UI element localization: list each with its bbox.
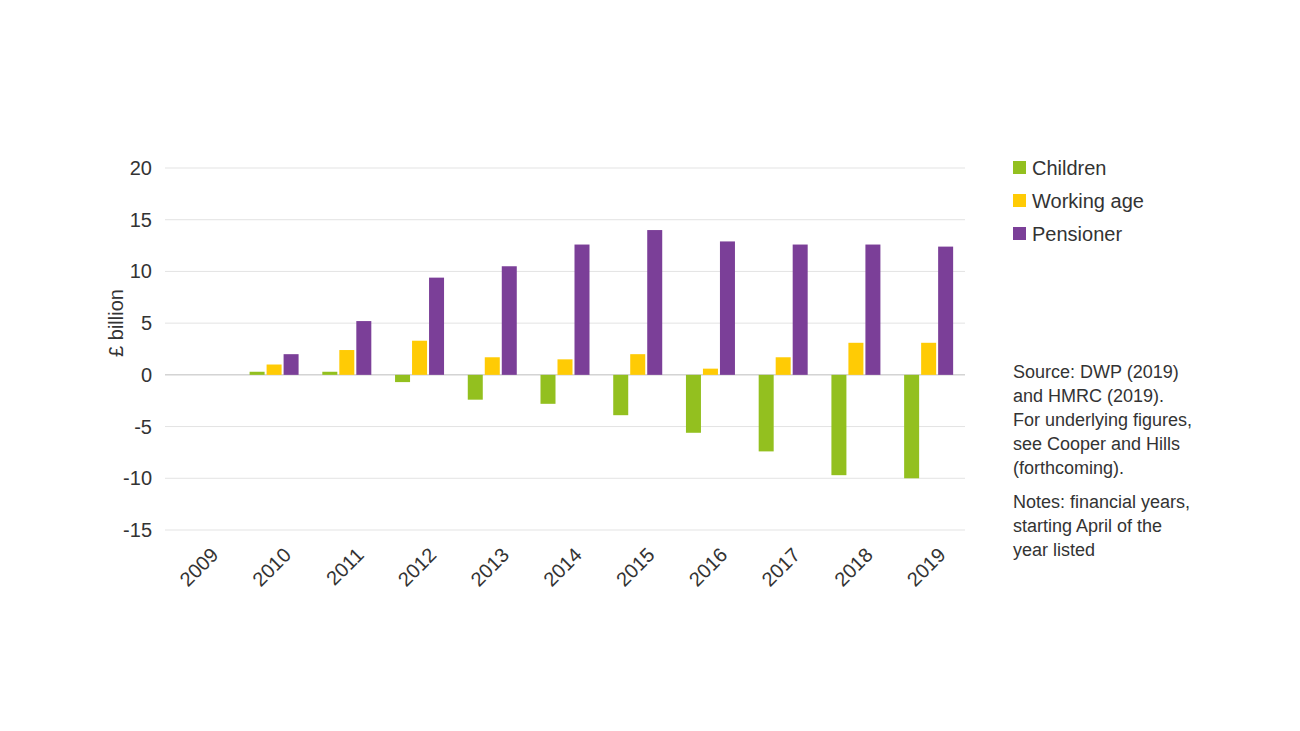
bar	[630, 354, 645, 375]
x-tick-label: 2015	[612, 543, 659, 590]
annotation: and HMRC (2019).	[1013, 386, 1164, 406]
x-tick-label: 2014	[539, 543, 586, 590]
annotation: year listed	[1013, 540, 1095, 560]
bar	[211, 374, 226, 375]
bar	[938, 247, 953, 375]
annotations: Source: DWP (2019) and HMRC (2019). For un…	[1013, 362, 1192, 560]
bar	[776, 357, 791, 375]
bar	[284, 354, 299, 375]
bar	[267, 365, 282, 375]
bar	[613, 375, 628, 415]
bar	[831, 375, 846, 475]
bar	[703, 369, 718, 375]
x-tick-label: 2019	[903, 543, 950, 590]
bar	[395, 375, 410, 382]
y-tick-label: 20	[130, 157, 152, 179]
x-tick-label: 2013	[466, 543, 513, 590]
grid: -15 -10 -5 0 5 10 15 20	[123, 157, 965, 541]
bar	[558, 359, 573, 375]
bar	[541, 375, 556, 404]
x-tick-label: 2012	[394, 543, 441, 590]
bar	[904, 375, 919, 478]
grid-line	[165, 530, 965, 531]
bar	[250, 372, 265, 375]
x-tick-label: 2011	[322, 543, 368, 589]
grid-line	[165, 271, 965, 272]
grid-line	[165, 219, 965, 220]
legend-label: Pensioner	[1032, 223, 1122, 245]
legend-swatch	[1013, 227, 1026, 240]
annotation: see Cooper and Hills	[1013, 434, 1180, 454]
legend-label: Working age	[1032, 190, 1144, 212]
bar	[468, 375, 483, 400]
x-tick-label: 2009	[175, 543, 222, 590]
legend-swatch	[1013, 194, 1026, 207]
y-tick-label: 5	[141, 312, 152, 334]
grid-line	[165, 168, 965, 169]
bar	[412, 341, 427, 375]
annotation: Source: DWP (2019)	[1013, 362, 1179, 382]
y-tick-label: -5	[134, 416, 152, 438]
bar	[575, 245, 590, 375]
annotation: For underlying figures,	[1013, 410, 1192, 430]
legend-swatch	[1013, 161, 1026, 174]
bar	[759, 375, 774, 452]
legend: Children Working age Pensioner	[1013, 157, 1144, 245]
bar	[339, 350, 354, 375]
y-tick-label: 10	[130, 260, 152, 282]
y-tick-label: -15	[123, 519, 152, 541]
bar	[194, 374, 209, 375]
bar	[502, 266, 517, 375]
y-tick-label: -10	[123, 467, 152, 489]
chart: -15 -10 -5 0 5 10 15 20 £ billion 2009 2010 2011 201…	[0, 0, 1300, 731]
x-tick-label: 2010	[248, 543, 295, 590]
bar	[865, 245, 880, 375]
annotation: Notes: financial years,	[1013, 492, 1190, 512]
y-tick-label: 0	[141, 364, 152, 386]
bar	[848, 343, 863, 375]
legend-label: Children	[1032, 157, 1106, 179]
annotation: (forthcoming).	[1013, 458, 1124, 478]
bar	[322, 372, 337, 375]
annotation: starting April of the	[1013, 516, 1162, 536]
bars	[250, 230, 954, 478]
bar	[177, 374, 192, 375]
x-tick-label: 2018	[830, 543, 877, 590]
bar	[429, 278, 444, 375]
y-axis-label: £ billion	[105, 289, 127, 357]
x-axis: 2009 2010 2011 2012 2013 2014 2015 2016 2017 2018…	[175, 543, 949, 590]
grid-line	[165, 478, 965, 479]
x-tick-label: 2016	[684, 543, 731, 590]
bar	[686, 375, 701, 433]
y-tick-label: 15	[130, 209, 152, 231]
bar	[647, 230, 662, 375]
bar	[921, 343, 936, 375]
grid-line	[165, 323, 965, 324]
bar	[485, 357, 500, 375]
bar	[356, 321, 371, 375]
bar	[793, 245, 808, 375]
x-tick-label: 2017	[757, 543, 804, 590]
bar	[720, 241, 735, 374]
